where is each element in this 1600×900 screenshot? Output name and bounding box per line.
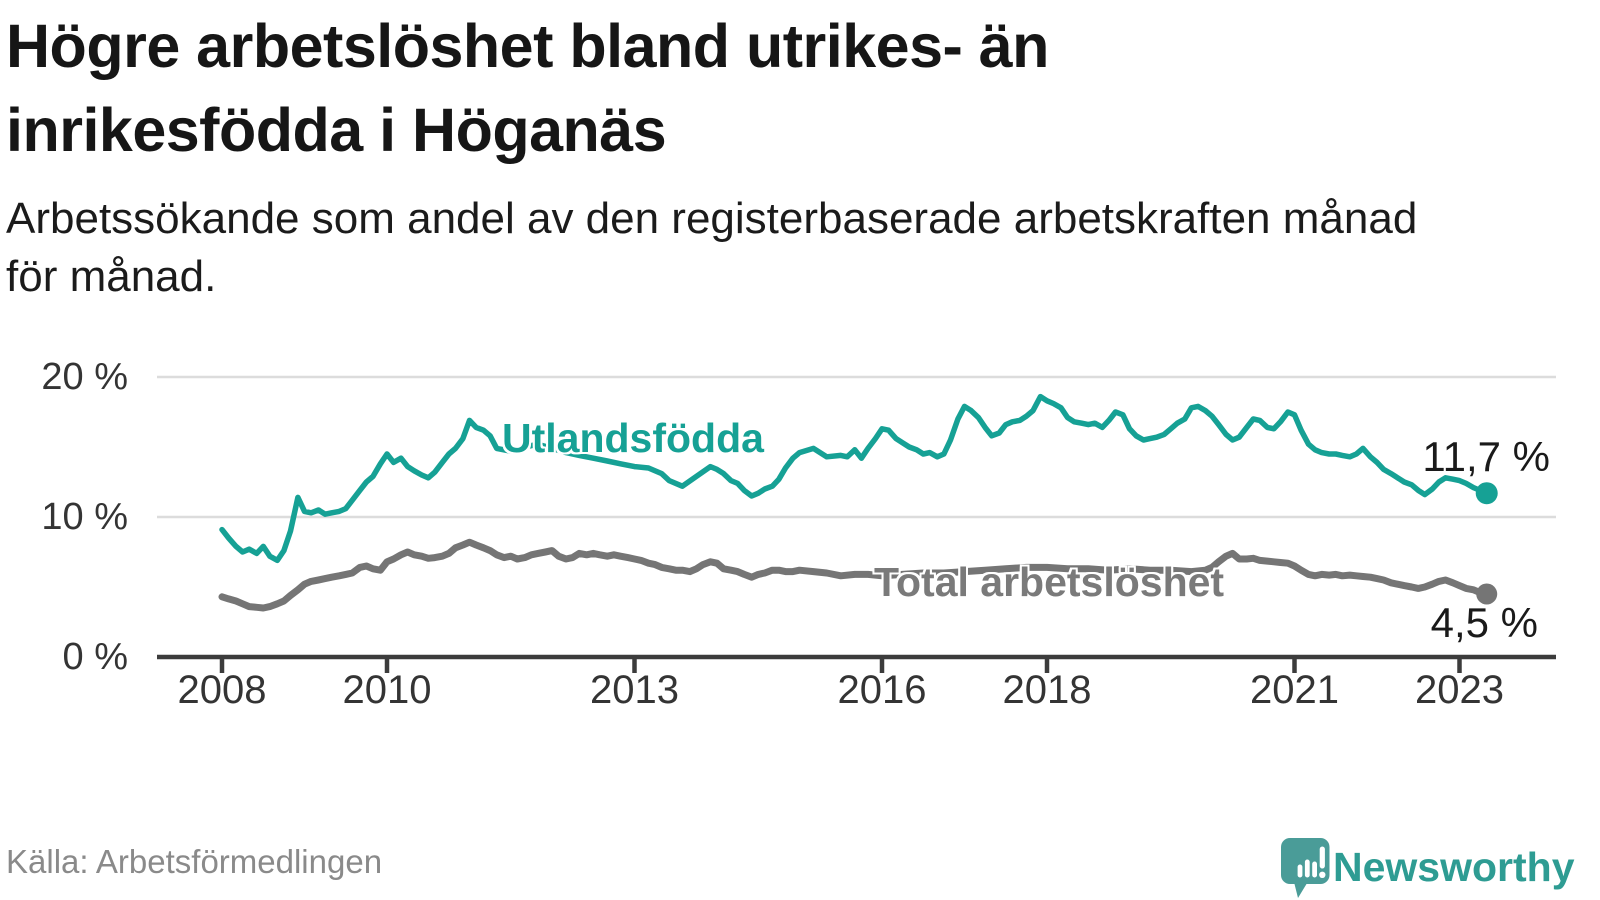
y-axis-label-0: 0 %: [62, 636, 128, 678]
page-title: Högre arbetslöshet bland utrikes- än inr…: [6, 12, 1049, 164]
series-label-total-arbetsloshet: Total arbetslöshet: [874, 559, 1225, 605]
x-axis-label-2023: 2023: [1415, 668, 1504, 712]
source-note: Källa: Arbetsförmedlingen: [6, 843, 383, 880]
brand-name: Newsworthy: [1333, 844, 1575, 890]
y-axis-label-20: 20 %: [41, 356, 128, 398]
line-series-0: [219, 393, 1490, 564]
series-label-utlandsfodda: Utlandsfödda: [502, 415, 764, 461]
end-value-label-utlandsfodda: 11,7 %: [1422, 433, 1550, 480]
page-subtitle: Arbetssökande som andel av den registerb…: [6, 194, 1418, 301]
x-axis-label-2016: 2016: [837, 668, 927, 712]
end-dot-series-0: [1475, 482, 1498, 505]
y-axis-label-10: 10 %: [41, 496, 128, 538]
x-axis-label-2008: 2008: [177, 668, 267, 712]
x-axis-label-2021: 2021: [1250, 668, 1339, 712]
end-dot-series-1: [1476, 583, 1498, 605]
line-series-1: [218, 538, 1491, 612]
end-value-label-total: 4,5 %: [1430, 599, 1538, 646]
x-axis-label-2010: 2010: [342, 668, 432, 712]
x-axis-label-2018: 2018: [1002, 668, 1092, 712]
x-axis-label-2013: 2013: [590, 668, 679, 712]
